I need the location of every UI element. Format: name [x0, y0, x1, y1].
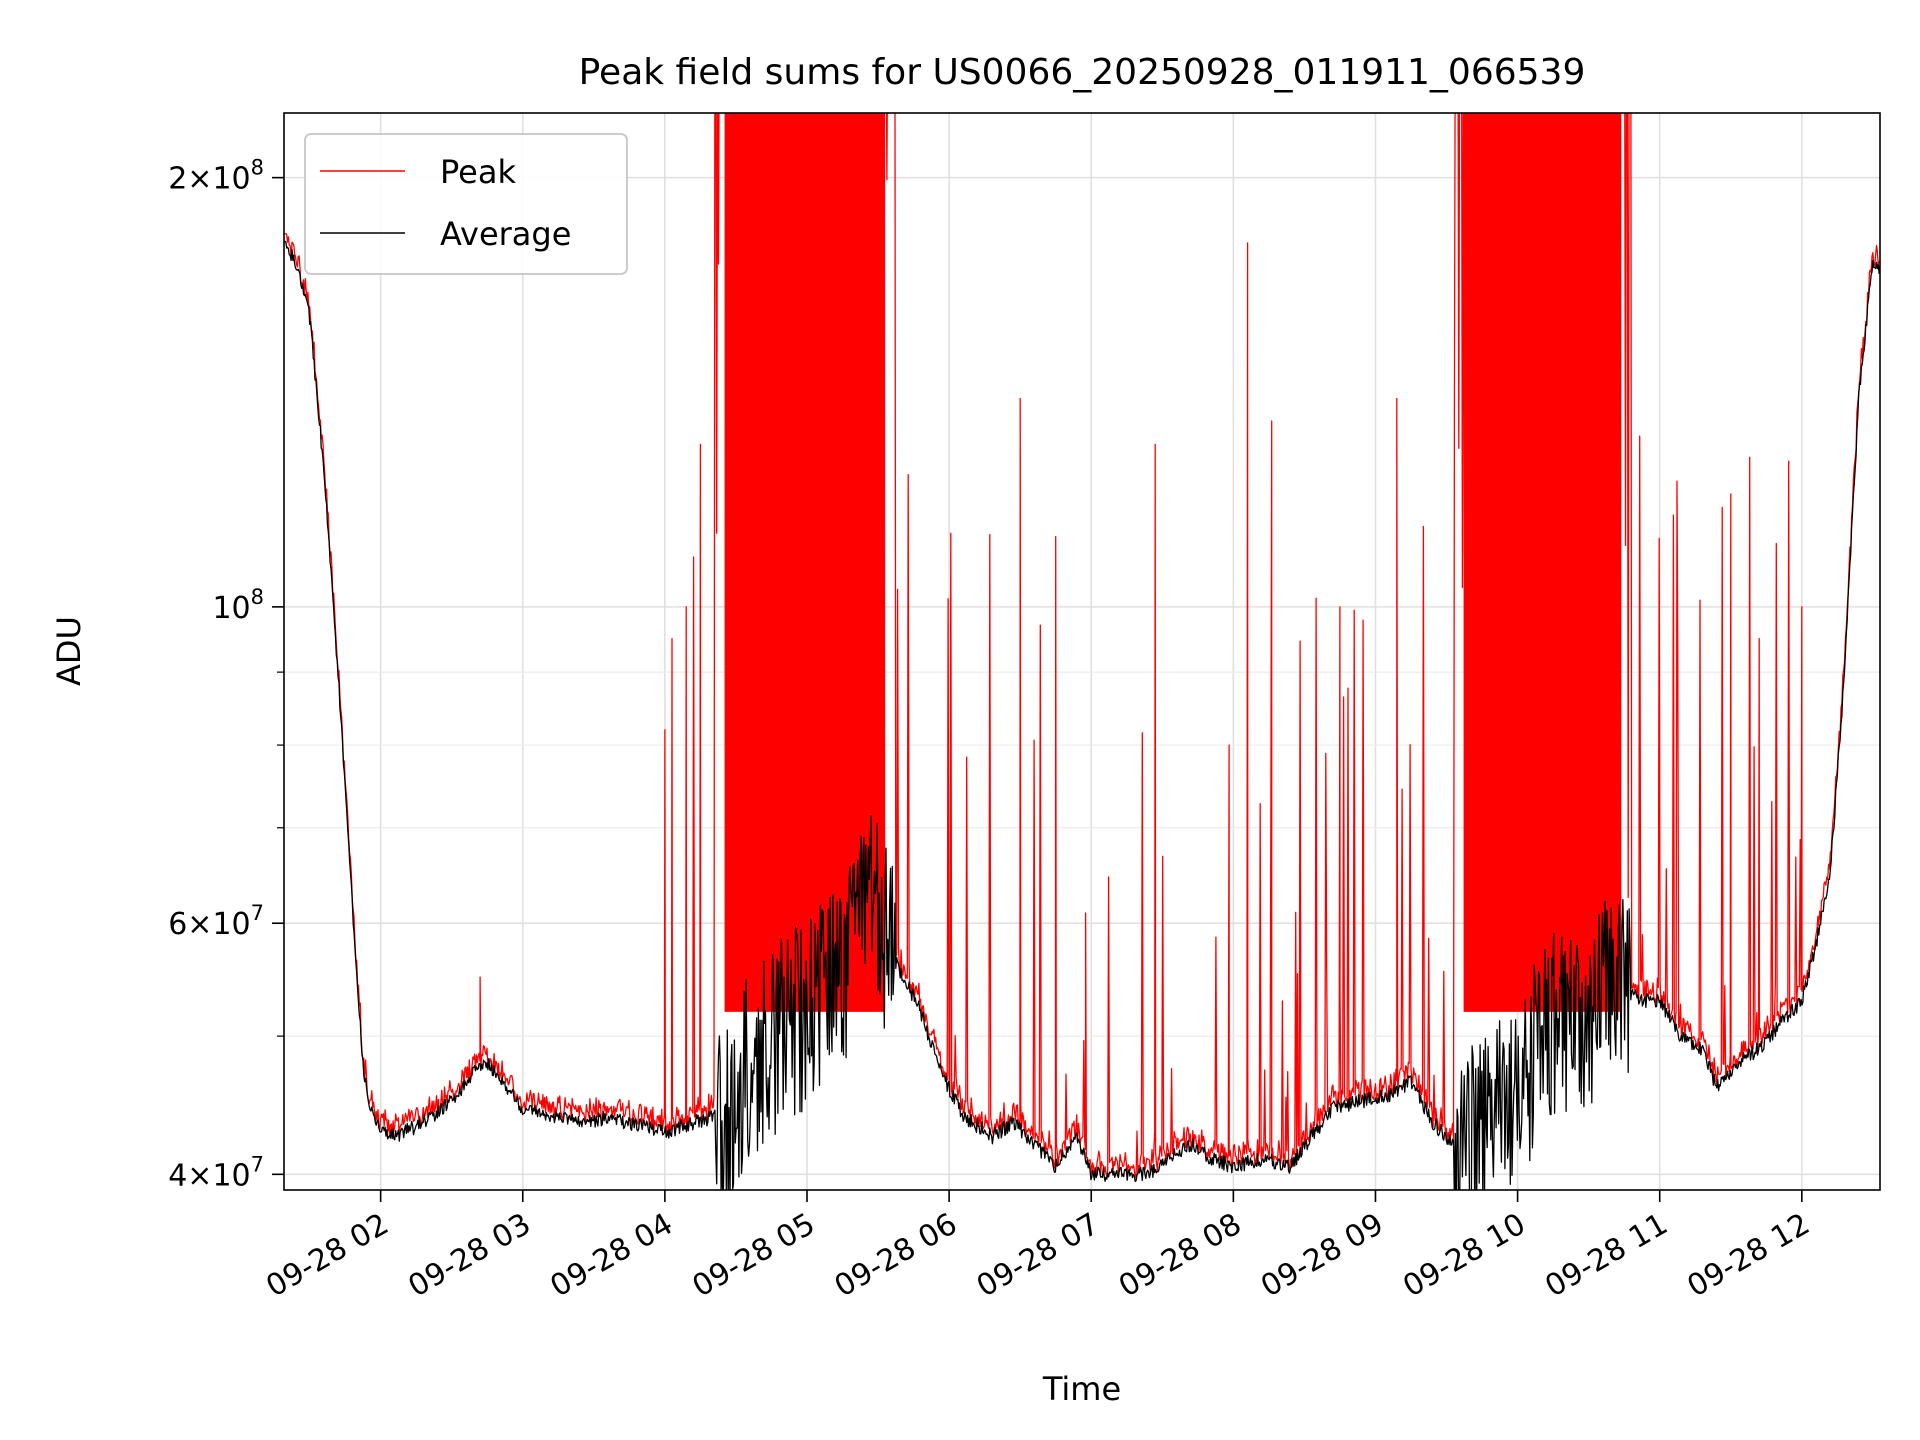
y-axis-label: ADU: [50, 616, 88, 686]
chart-title: Peak field sums for US0066_20250928_0119…: [579, 52, 1586, 93]
x-axis-label: Time: [1042, 1370, 1121, 1408]
y-tick-label: 6×107: [168, 901, 264, 942]
legend: Peak Average: [304, 133, 628, 275]
y-tick-label: 2×108: [168, 156, 264, 197]
series-peak-line: [284, 113, 1880, 1179]
plot-frame: [283, 112, 1881, 1191]
legend-label-average: Average: [440, 215, 571, 253]
peak-burst-band: [1463, 113, 1622, 1012]
legend-label-peak: Peak: [440, 153, 516, 191]
series-average-line: [284, 240, 1880, 1190]
y-tick-label: 4×107: [168, 1152, 264, 1193]
legend-box: [304, 133, 628, 275]
y-axis: 4×107 6×107 108 2×108: [168, 156, 284, 1193]
data-area: [284, 113, 1880, 1190]
y-tick-label: 108: [212, 585, 264, 626]
